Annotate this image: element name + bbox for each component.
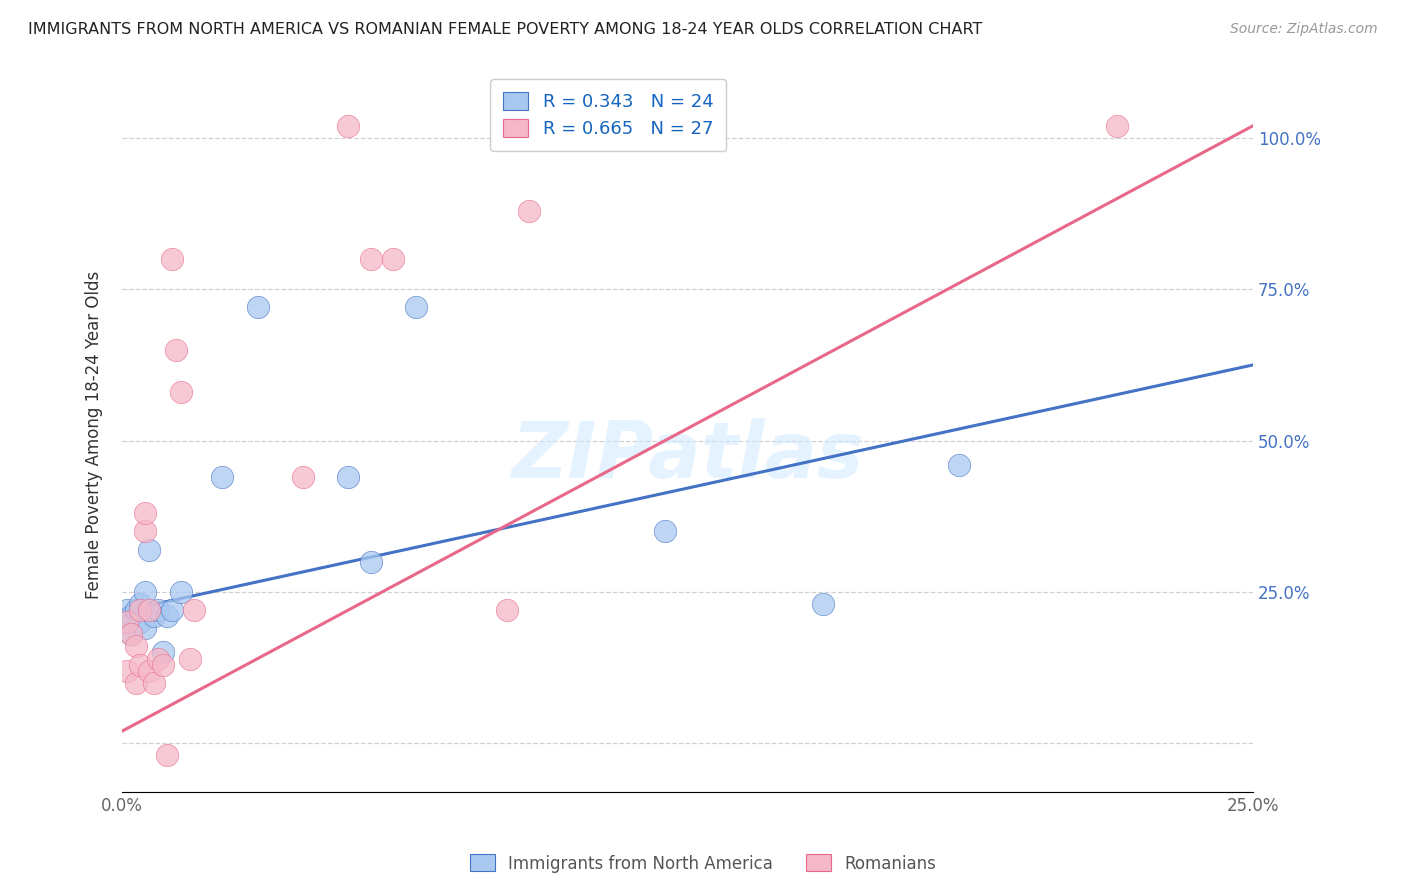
Point bbox=[291, 470, 314, 484]
Point bbox=[170, 385, 193, 400]
Point bbox=[129, 603, 152, 617]
Point bbox=[124, 603, 146, 617]
Text: Source: ZipAtlas.com: Source: ZipAtlas.com bbox=[1230, 22, 1378, 37]
Point bbox=[129, 657, 152, 672]
Point bbox=[156, 748, 179, 763]
Point bbox=[246, 301, 269, 315]
Point bbox=[115, 664, 138, 678]
Point bbox=[138, 664, 160, 678]
Text: IMMIGRANTS FROM NORTH AMERICA VS ROMANIAN FEMALE POVERTY AMONG 18-24 YEAR OLDS C: IMMIGRANTS FROM NORTH AMERICA VS ROMANIA… bbox=[28, 22, 983, 37]
Point bbox=[165, 343, 187, 357]
Point bbox=[124, 640, 146, 654]
Legend: R = 0.343   N = 24, R = 0.665   N = 27: R = 0.343 N = 24, R = 0.665 N = 27 bbox=[491, 79, 725, 151]
Point bbox=[337, 119, 360, 133]
Point bbox=[134, 585, 156, 599]
Point bbox=[134, 524, 156, 539]
Point bbox=[360, 252, 382, 266]
Point bbox=[115, 603, 138, 617]
Point bbox=[138, 542, 160, 557]
Point bbox=[142, 609, 165, 624]
Legend: Immigrants from North America, Romanians: Immigrants from North America, Romanians bbox=[463, 847, 943, 880]
Point bbox=[142, 675, 165, 690]
Point bbox=[120, 609, 142, 624]
Point bbox=[160, 252, 183, 266]
Point bbox=[948, 458, 970, 472]
Point bbox=[405, 301, 427, 315]
Point bbox=[495, 603, 517, 617]
Point bbox=[115, 615, 138, 630]
Point bbox=[183, 603, 205, 617]
Point bbox=[134, 621, 156, 635]
Point bbox=[152, 657, 174, 672]
Point bbox=[211, 470, 233, 484]
Point bbox=[129, 597, 152, 611]
Point bbox=[120, 627, 142, 641]
Y-axis label: Female Poverty Among 18-24 Year Olds: Female Poverty Among 18-24 Year Olds bbox=[86, 270, 103, 599]
Point bbox=[1107, 119, 1129, 133]
Point bbox=[654, 524, 676, 539]
Point bbox=[134, 506, 156, 520]
Point bbox=[156, 609, 179, 624]
Point bbox=[129, 615, 152, 630]
Point bbox=[148, 651, 170, 665]
Point bbox=[170, 585, 193, 599]
Point bbox=[120, 627, 142, 641]
Point bbox=[360, 555, 382, 569]
Point bbox=[148, 603, 170, 617]
Point bbox=[337, 470, 360, 484]
Point bbox=[179, 651, 201, 665]
Point bbox=[124, 675, 146, 690]
Point bbox=[160, 603, 183, 617]
Point bbox=[811, 597, 834, 611]
Point bbox=[115, 615, 138, 630]
Text: ZIPatlas: ZIPatlas bbox=[512, 418, 863, 494]
Point bbox=[382, 252, 405, 266]
Point bbox=[138, 603, 160, 617]
Point bbox=[152, 645, 174, 659]
Point bbox=[517, 203, 540, 218]
